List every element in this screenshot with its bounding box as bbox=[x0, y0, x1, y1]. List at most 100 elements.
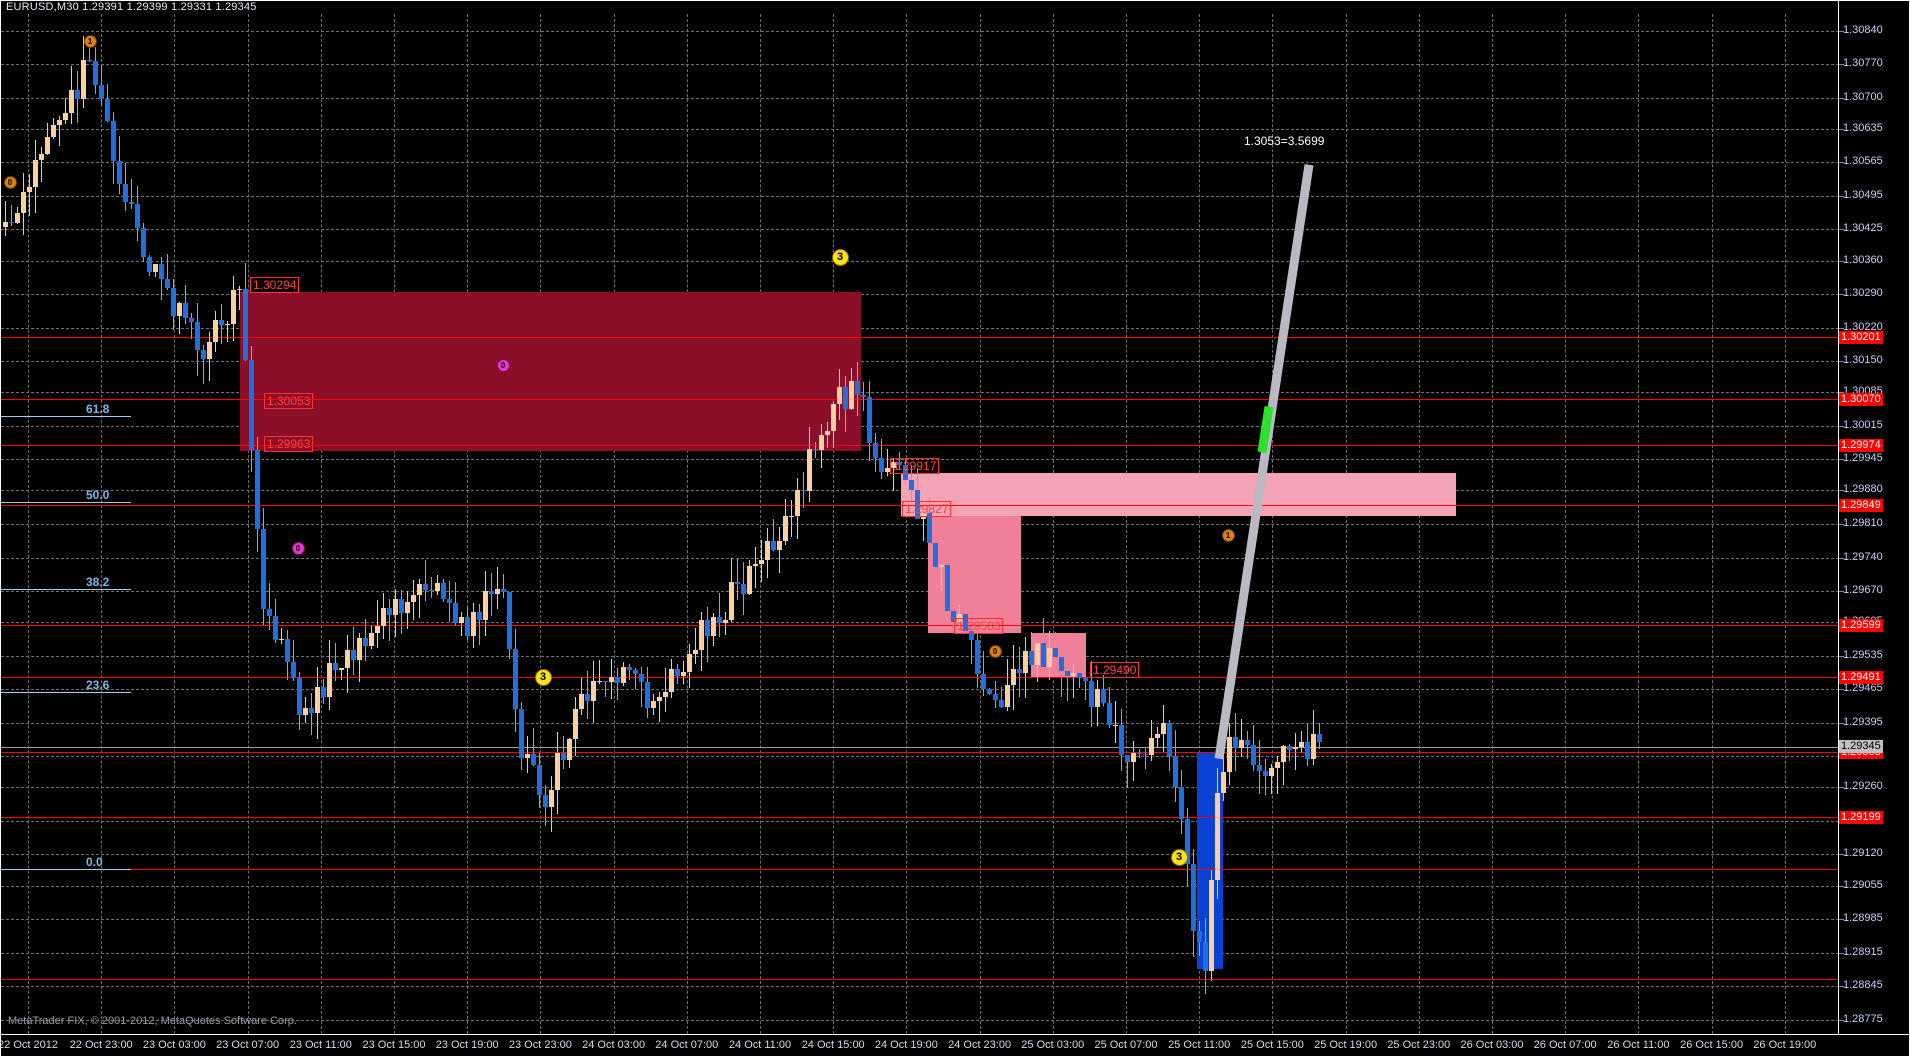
time-scale-axis[interactable]: 22 Oct 2012 22 Oct 23:00 23 Oct 03:00 23 Oc… bbox=[0, 1034, 1910, 1057]
candle-wick bbox=[983, 650, 984, 697]
signal-marker[interactable]: 0 bbox=[3, 175, 17, 189]
fibonacci-level-line[interactable] bbox=[1, 588, 131, 590]
grid-line-horizontal bbox=[1, 952, 1839, 954]
price-level-tag: 1.30201 bbox=[1839, 330, 1883, 344]
price-level-box[interactable]: 1.29963 bbox=[264, 435, 314, 452]
candle-body bbox=[1083, 677, 1088, 681]
signal-marker[interactable]: 1 bbox=[83, 34, 97, 48]
candle-body bbox=[459, 616, 464, 623]
support-resistance-line[interactable] bbox=[1, 868, 1839, 870]
candle-body bbox=[123, 183, 128, 203]
price-level-box[interactable]: 1.29583 bbox=[954, 617, 1004, 634]
chart-plot-area[interactable]: 61.8 50.0 38.2 23.6 0.0 1.30294 1.30053 1.2996… bbox=[1, 14, 1839, 1034]
candle-body bbox=[309, 708, 314, 713]
signal-marker[interactable]: 3 bbox=[1170, 848, 1188, 866]
price-level-box[interactable]: 1.29917 bbox=[890, 457, 940, 474]
candle-body bbox=[1131, 752, 1136, 762]
signal-marker[interactable]: 3 bbox=[831, 248, 849, 266]
grid-line-horizontal bbox=[1, 195, 1839, 197]
candle-wick bbox=[1265, 759, 1266, 796]
support-resistance-line[interactable] bbox=[1, 399, 1839, 401]
support-resistance-line[interactable] bbox=[1, 445, 1839, 447]
candle-wick bbox=[227, 320, 228, 342]
supply-zone-major[interactable] bbox=[240, 292, 861, 451]
candle-wick bbox=[335, 643, 336, 682]
candle-body bbox=[333, 663, 338, 670]
candle-wick bbox=[827, 422, 828, 449]
candle-body bbox=[885, 467, 890, 472]
candle-body bbox=[1167, 722, 1172, 757]
support-resistance-line[interactable] bbox=[1, 752, 1839, 754]
candle-wick bbox=[167, 253, 168, 291]
price-tick-label: 1.29120 bbox=[1843, 847, 1883, 860]
fibonacci-level-line[interactable] bbox=[1, 691, 131, 693]
price-tick-label: 1.30150 bbox=[1843, 354, 1883, 367]
candle-body bbox=[69, 89, 74, 113]
price-scale-axis[interactable]: 1.30840 1.30770 1.30700 1.30635 1.30565 1.304… bbox=[1838, 0, 1910, 1057]
grid-line-horizontal bbox=[1, 392, 1839, 394]
price-level-box[interactable]: 1.29827 bbox=[902, 500, 952, 517]
candle-body bbox=[423, 584, 428, 591]
price-tick-mark bbox=[1839, 557, 1844, 559]
fibonacci-level-line[interactable] bbox=[1, 502, 131, 504]
support-resistance-line[interactable] bbox=[1, 676, 1839, 678]
price-level-box[interactable]: 1.30053 bbox=[264, 392, 314, 409]
candle-body bbox=[381, 607, 386, 626]
candle-wick bbox=[1301, 730, 1302, 753]
price-tick-label: 1.28845 bbox=[1843, 979, 1883, 992]
price-tick-label: 1.29740 bbox=[1843, 550, 1883, 563]
candle-body bbox=[495, 588, 500, 595]
support-resistance-line[interactable] bbox=[1, 336, 1839, 338]
support-resistance-line[interactable] bbox=[1, 625, 1839, 627]
signal-marker[interactable]: 0 bbox=[291, 541, 305, 555]
candle-body bbox=[939, 564, 944, 568]
candle-body bbox=[837, 387, 842, 405]
support-resistance-line[interactable] bbox=[1, 505, 1839, 507]
fibonacci-level-line[interactable] bbox=[1, 868, 131, 870]
price-tick-mark bbox=[1839, 260, 1844, 262]
price-level-box[interactable]: 1.30294 bbox=[250, 277, 300, 294]
price-tick-label: 1.29810 bbox=[1843, 517, 1883, 529]
candle-body bbox=[1059, 656, 1064, 672]
candle-body bbox=[285, 638, 290, 662]
price-tick-mark bbox=[1839, 986, 1844, 988]
fibonacci-level-label: 0.0 bbox=[86, 854, 103, 869]
fibonacci-level-line[interactable] bbox=[1, 416, 131, 418]
candle-wick bbox=[1277, 755, 1278, 795]
candle-wick bbox=[11, 205, 12, 227]
grid-line-horizontal bbox=[1, 557, 1839, 559]
trendline-arrow[interactable] bbox=[1, 14, 1839, 1034]
signal-marker[interactable]: 3 bbox=[534, 668, 552, 686]
signal-marker[interactable]: 0 bbox=[496, 358, 510, 372]
price-level-box[interactable]: 1.29490 bbox=[1090, 662, 1140, 679]
signal-marker[interactable]: 1 bbox=[1221, 528, 1235, 542]
candle-body bbox=[1065, 671, 1070, 677]
candle-body bbox=[639, 673, 644, 682]
grid-line-horizontal bbox=[1, 229, 1839, 231]
supply-zone-mid[interactable] bbox=[928, 515, 1021, 633]
supply-zone-small[interactable] bbox=[1031, 632, 1086, 678]
time-tick-label: 23 Oct 03:00 bbox=[142, 1039, 206, 1051]
candle-body bbox=[951, 610, 956, 622]
candle-body bbox=[153, 263, 158, 273]
candle-body bbox=[183, 302, 188, 319]
grid-line-horizontal bbox=[1, 986, 1839, 988]
candle-body bbox=[453, 602, 458, 623]
support-resistance-line[interactable] bbox=[1, 978, 1839, 980]
candle-body bbox=[555, 753, 560, 791]
candle-body bbox=[87, 60, 92, 62]
signal-marker[interactable]: 0 bbox=[988, 644, 1002, 658]
candle-wick bbox=[773, 519, 774, 551]
supply-zone-upper[interactable] bbox=[901, 472, 1456, 516]
candle-body bbox=[531, 753, 536, 766]
candle-body bbox=[3, 221, 8, 228]
grid-line-horizontal bbox=[1, 361, 1839, 363]
price-tick-mark bbox=[1839, 1019, 1844, 1021]
candle-body bbox=[1269, 768, 1274, 777]
grid-line-horizontal bbox=[1, 885, 1839, 887]
price-tick-label: 1.29670 bbox=[1843, 584, 1883, 597]
candle-body bbox=[921, 513, 926, 519]
support-resistance-line[interactable] bbox=[1, 816, 1839, 818]
candle-body bbox=[1089, 680, 1094, 708]
candle-body bbox=[195, 322, 200, 350]
